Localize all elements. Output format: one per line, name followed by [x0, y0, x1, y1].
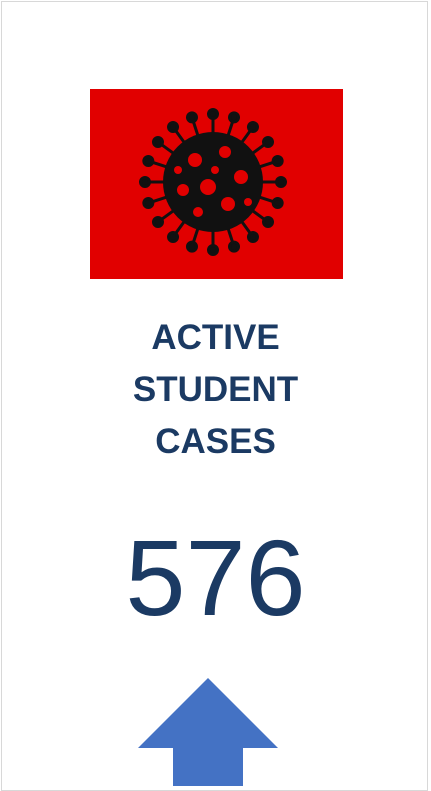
up-arrow [138, 678, 278, 786]
spike-tip [151, 136, 164, 149]
spike-tip [185, 111, 198, 124]
spike-tip [271, 154, 284, 167]
spike-tip [262, 215, 275, 228]
spike-tip [228, 240, 241, 253]
title-line: ACTIVE [151, 318, 280, 357]
spike-tip [271, 197, 284, 210]
spike-tip [151, 215, 164, 228]
spike-tip [167, 231, 180, 244]
spike-tip [207, 244, 219, 256]
spike-tip [262, 136, 275, 149]
spike-tip [142, 154, 155, 167]
spike-tip [185, 240, 198, 253]
spike-tip [246, 231, 259, 244]
card-title: ACTIVE STUDENT CASES [0, 312, 431, 468]
title-line: CASES [155, 422, 276, 461]
virus-icon [139, 108, 287, 256]
spike-tip [275, 176, 287, 188]
spike-tip [142, 197, 155, 210]
spike-tip [167, 120, 180, 133]
title-line: STUDENT [132, 370, 299, 409]
spike-tip [228, 111, 241, 124]
spike-tip [246, 120, 259, 133]
spike-tip [207, 108, 219, 120]
spike-tip [139, 176, 151, 188]
case-count: 576 [125, 517, 306, 638]
